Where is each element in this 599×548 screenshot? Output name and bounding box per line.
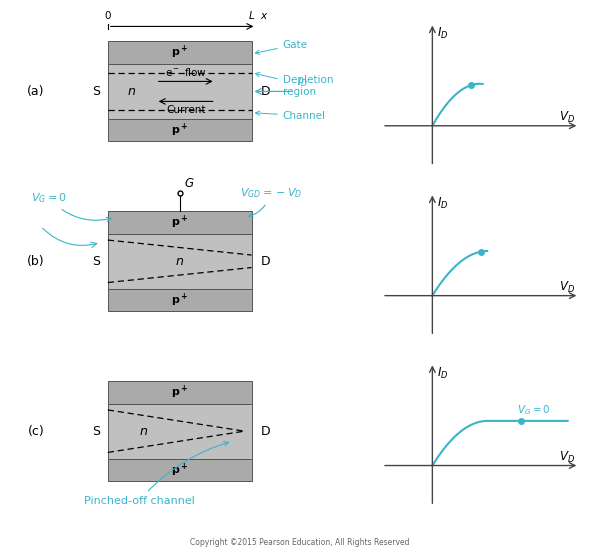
Text: D: D: [261, 85, 271, 98]
Text: Channel: Channel: [255, 111, 326, 121]
Text: x: x: [261, 12, 267, 21]
Text: $I_D$: $I_D$: [297, 75, 308, 89]
Text: $\mathbf{p^+}$: $\mathbf{p^+}$: [171, 384, 188, 401]
Text: $I_D$: $I_D$: [437, 26, 449, 41]
Text: (a): (a): [27, 85, 45, 98]
Text: Gate: Gate: [255, 39, 308, 54]
Text: Copyright ©2015 Pearson Education, All Rights Reserved: Copyright ©2015 Pearson Education, All R…: [190, 538, 409, 547]
Bar: [108, 234, 252, 289]
Text: $\mathrm{e}^-$ flow: $\mathrm{e}^-$ flow: [165, 66, 207, 78]
Bar: [108, 381, 252, 404]
Bar: [108, 404, 252, 459]
Text: (c): (c): [28, 425, 44, 438]
Text: n: n: [140, 425, 148, 438]
Text: $V_D$: $V_D$: [559, 110, 576, 125]
Text: $V_G = 0$: $V_G = 0$: [518, 403, 551, 417]
Text: $I_D$: $I_D$: [437, 366, 449, 381]
Bar: [108, 212, 252, 234]
Text: D: D: [261, 425, 271, 438]
Bar: [108, 119, 252, 141]
Text: n: n: [176, 255, 184, 268]
Text: $\mathbf{p^+}$: $\mathbf{p^+}$: [171, 44, 188, 61]
Text: (b): (b): [27, 255, 45, 268]
Text: G: G: [184, 177, 193, 190]
Text: $V_D$: $V_D$: [559, 280, 576, 295]
Text: $V_G = 0$: $V_G = 0$: [31, 191, 111, 221]
Text: S: S: [92, 85, 100, 98]
Text: Current: Current: [166, 105, 205, 115]
Text: Pinched-off channel: Pinched-off channel: [84, 442, 229, 506]
Bar: [108, 459, 252, 481]
Text: $\mathbf{p^+}$: $\mathbf{p^+}$: [171, 461, 188, 478]
Text: Depletion
region: Depletion region: [255, 72, 333, 97]
Text: 0: 0: [105, 12, 111, 21]
Text: $V_{GD} = -V_D$: $V_{GD} = -V_D$: [240, 186, 302, 218]
Bar: [108, 42, 252, 64]
Bar: [108, 64, 252, 119]
Text: $I_D$: $I_D$: [437, 196, 449, 211]
Text: S: S: [92, 425, 100, 438]
Text: L: L: [249, 12, 255, 21]
Text: $\mathbf{p^+}$: $\mathbf{p^+}$: [171, 122, 188, 139]
Text: S: S: [92, 255, 100, 268]
Text: n: n: [128, 85, 136, 98]
Bar: [108, 289, 252, 311]
Text: $V_D$: $V_D$: [559, 450, 576, 465]
Text: D: D: [261, 255, 271, 268]
Text: $\mathbf{p^+}$: $\mathbf{p^+}$: [171, 292, 188, 309]
Text: $\mathbf{p^+}$: $\mathbf{p^+}$: [171, 214, 188, 231]
